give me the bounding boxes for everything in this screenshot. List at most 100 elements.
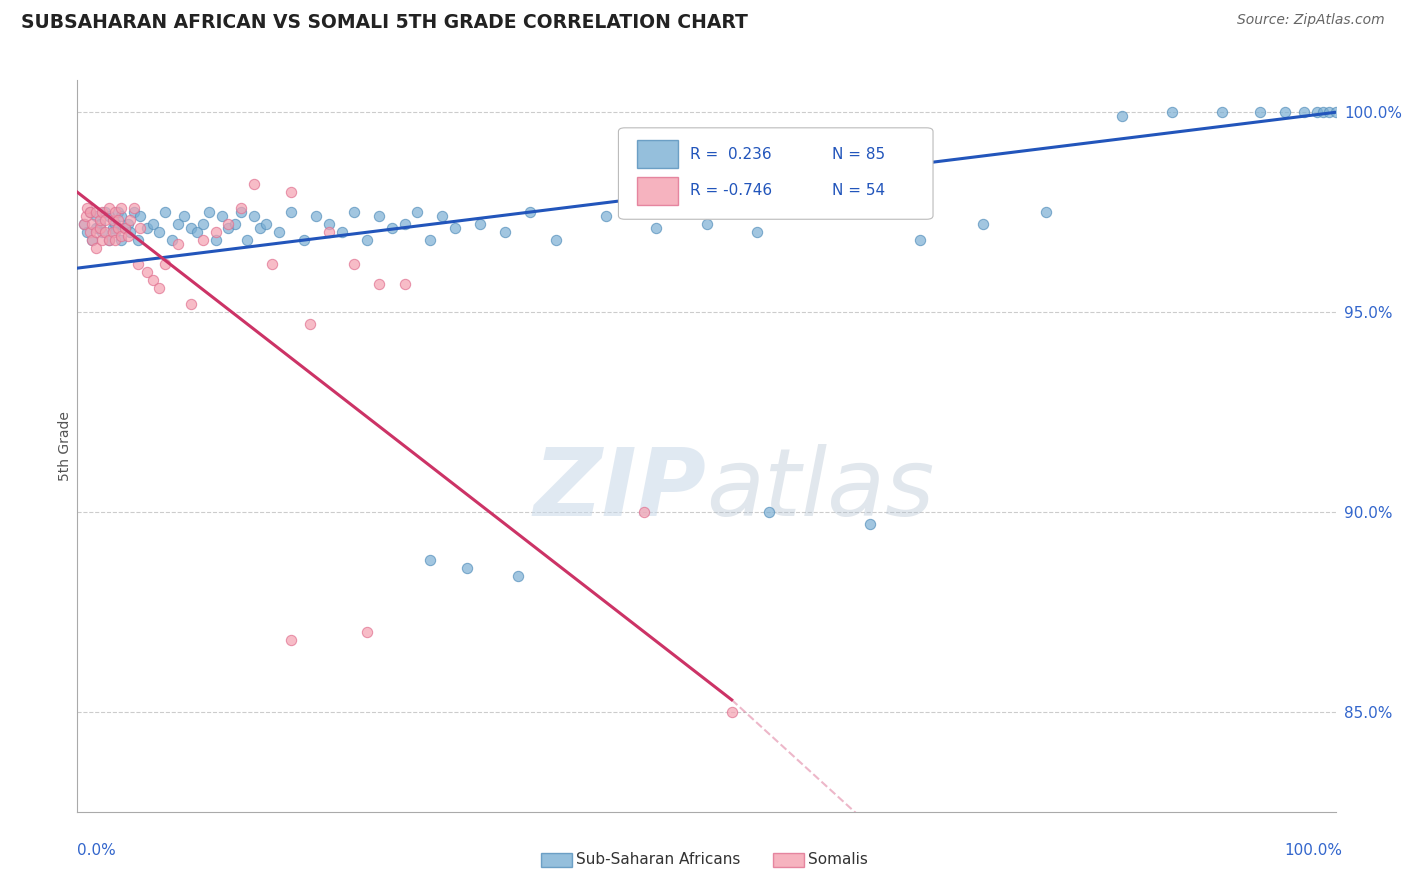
Point [419,233,441,247]
Point [101,213,124,227]
Point [394,277,416,292]
Point [82,233,104,247]
Point [595,209,617,223]
Point [821,205,844,219]
Point [229,205,252,219]
Text: 0.0%: 0.0% [77,843,117,858]
Point [1324,105,1347,120]
Point [198,205,221,219]
Point [142,273,165,287]
Point [191,233,215,247]
Point [419,553,441,567]
Point [432,209,454,223]
Point [217,217,239,231]
Text: N = 85: N = 85 [832,146,886,161]
Point [110,201,132,215]
Point [343,257,366,271]
Point [82,233,104,247]
Point [1274,105,1296,120]
Point [180,221,202,235]
Point [305,209,328,223]
Point [280,632,302,647]
Point [75,209,97,223]
Point [506,569,529,583]
Point [910,233,932,247]
Point [633,505,655,519]
Point [148,225,170,239]
Point [89,217,111,231]
Point [91,233,114,247]
Point [76,201,98,215]
Point [368,277,391,292]
Point [217,221,239,235]
Point [110,229,132,244]
Point [84,225,107,239]
Point [91,225,114,239]
Point [645,221,668,235]
Y-axis label: 5th Grade: 5th Grade [58,411,72,481]
Point [494,225,516,239]
Point [120,225,142,239]
Point [1249,105,1271,120]
Point [84,205,107,219]
Point [97,209,120,223]
Point [104,225,127,239]
Point [211,209,233,223]
Point [89,213,111,227]
Point [1319,105,1341,120]
Text: 100.0%: 100.0% [1285,843,1343,858]
Point [204,225,226,239]
Point [356,233,378,247]
Point [262,257,284,271]
Text: SUBSAHARAN AFRICAN VS SOMALI 5TH GRADE CORRELATION CHART: SUBSAHARAN AFRICAN VS SOMALI 5TH GRADE C… [21,13,748,32]
Point [254,217,277,231]
Point [155,205,177,219]
Point [72,217,94,231]
Point [101,221,124,235]
Point [89,221,111,235]
Point [859,516,882,531]
Point [267,225,290,239]
Point [224,217,246,231]
Point [1306,105,1329,120]
Point [299,317,322,331]
Point [356,624,378,639]
Text: R =  0.236: R = 0.236 [690,146,772,161]
Point [519,205,541,219]
Point [280,205,302,219]
Text: ZIP: ZIP [534,444,707,536]
Point [148,281,170,295]
Point [72,217,94,231]
Point [97,201,120,215]
Point [204,233,226,247]
Point [1111,109,1133,123]
Point [135,265,157,279]
Point [120,213,142,227]
Point [104,217,127,231]
Point [114,221,136,235]
Point [117,217,139,231]
Point [330,225,353,239]
Point [110,209,132,223]
Point [114,221,136,235]
Point [155,257,177,271]
Point [394,217,416,231]
Point [318,225,340,239]
Point [94,213,117,227]
Text: atlas: atlas [707,444,935,535]
Point [972,217,994,231]
Point [84,209,107,223]
FancyBboxPatch shape [619,128,934,219]
Point [104,205,127,219]
Point [160,233,183,247]
Point [173,209,195,223]
Point [318,217,340,231]
Point [758,505,780,519]
Point [468,217,491,231]
Point [720,705,742,719]
Point [229,201,252,215]
Point [127,233,149,247]
Point [242,178,264,192]
Point [167,217,190,231]
Point [107,205,129,219]
